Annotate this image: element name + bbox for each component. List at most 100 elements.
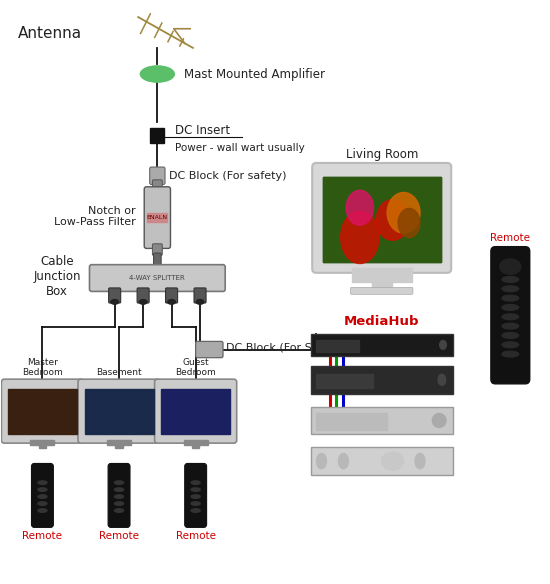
Bar bbox=[8, 389, 77, 434]
FancyBboxPatch shape bbox=[153, 253, 161, 265]
Bar bbox=[184, 440, 208, 445]
Bar bbox=[107, 440, 131, 445]
Ellipse shape bbox=[38, 481, 47, 484]
Ellipse shape bbox=[114, 502, 124, 505]
Text: MediaHub: MediaHub bbox=[344, 315, 420, 328]
Ellipse shape bbox=[111, 300, 118, 304]
Bar bbox=[30, 440, 54, 445]
Ellipse shape bbox=[502, 342, 519, 347]
Text: Remote: Remote bbox=[23, 531, 63, 541]
Text: Remote: Remote bbox=[175, 531, 216, 541]
FancyBboxPatch shape bbox=[31, 464, 53, 527]
Text: Cable
Junction
Box: Cable Junction Box bbox=[33, 255, 81, 298]
Bar bbox=[311, 366, 453, 394]
Ellipse shape bbox=[502, 323, 519, 329]
Bar bbox=[316, 374, 373, 388]
Text: Guest
Bedroom: Guest Bedroom bbox=[175, 358, 216, 377]
Bar bbox=[323, 178, 441, 262]
Ellipse shape bbox=[387, 193, 420, 233]
Text: Antenna: Antenna bbox=[18, 26, 82, 41]
Ellipse shape bbox=[114, 488, 124, 491]
Ellipse shape bbox=[438, 374, 446, 385]
Ellipse shape bbox=[38, 488, 47, 491]
FancyBboxPatch shape bbox=[90, 265, 225, 291]
Ellipse shape bbox=[432, 413, 446, 427]
Ellipse shape bbox=[38, 495, 47, 498]
Ellipse shape bbox=[114, 495, 124, 498]
Text: DC Insert: DC Insert bbox=[175, 124, 230, 137]
Text: Notch or
Low-Pass Filter: Notch or Low-Pass Filter bbox=[54, 206, 135, 227]
Bar bbox=[161, 389, 230, 434]
FancyBboxPatch shape bbox=[152, 244, 162, 255]
Ellipse shape bbox=[415, 453, 425, 469]
Ellipse shape bbox=[398, 208, 420, 238]
Ellipse shape bbox=[191, 481, 200, 484]
Text: Master
Bedroom: Master Bedroom bbox=[22, 358, 63, 377]
Bar bbox=[316, 340, 359, 352]
Ellipse shape bbox=[382, 452, 404, 470]
Ellipse shape bbox=[439, 340, 446, 349]
Text: Power - wall wart usually: Power - wall wart usually bbox=[175, 143, 305, 153]
FancyBboxPatch shape bbox=[155, 379, 236, 443]
FancyBboxPatch shape bbox=[2, 379, 84, 443]
FancyBboxPatch shape bbox=[350, 287, 413, 294]
FancyBboxPatch shape bbox=[78, 379, 160, 443]
Bar bbox=[85, 389, 153, 434]
FancyBboxPatch shape bbox=[196, 342, 223, 357]
FancyBboxPatch shape bbox=[144, 187, 170, 248]
Bar bbox=[150, 127, 164, 142]
FancyBboxPatch shape bbox=[108, 464, 130, 527]
Text: Remote: Remote bbox=[99, 531, 139, 541]
Ellipse shape bbox=[168, 300, 175, 304]
Ellipse shape bbox=[338, 453, 348, 469]
Ellipse shape bbox=[191, 509, 200, 512]
Text: DC Block (For safety): DC Block (For safety) bbox=[169, 171, 287, 181]
Ellipse shape bbox=[500, 259, 521, 274]
Ellipse shape bbox=[38, 502, 47, 505]
Bar bbox=[115, 444, 123, 449]
Bar bbox=[311, 334, 453, 356]
Ellipse shape bbox=[140, 66, 174, 82]
Bar bbox=[372, 280, 392, 290]
Bar bbox=[323, 178, 441, 262]
Ellipse shape bbox=[376, 200, 409, 240]
Ellipse shape bbox=[114, 509, 124, 512]
Text: Living Room: Living Room bbox=[345, 148, 418, 161]
FancyBboxPatch shape bbox=[185, 464, 207, 527]
FancyBboxPatch shape bbox=[109, 288, 120, 303]
Ellipse shape bbox=[502, 314, 519, 319]
Bar bbox=[311, 447, 453, 475]
Bar bbox=[147, 213, 167, 223]
Ellipse shape bbox=[38, 509, 47, 512]
FancyBboxPatch shape bbox=[150, 167, 165, 185]
Bar bbox=[39, 444, 46, 449]
Text: 4-WAY SPLITTER: 4-WAY SPLITTER bbox=[129, 275, 185, 281]
Ellipse shape bbox=[502, 332, 519, 338]
Ellipse shape bbox=[346, 190, 373, 225]
FancyBboxPatch shape bbox=[194, 288, 206, 303]
Ellipse shape bbox=[502, 286, 519, 291]
Ellipse shape bbox=[139, 300, 147, 304]
Ellipse shape bbox=[502, 351, 519, 357]
FancyBboxPatch shape bbox=[166, 288, 178, 303]
Ellipse shape bbox=[502, 305, 519, 310]
Ellipse shape bbox=[114, 481, 124, 484]
FancyBboxPatch shape bbox=[491, 246, 530, 384]
Text: Mast Mounted Amplifier: Mast Mounted Amplifier bbox=[184, 68, 324, 81]
Bar bbox=[351, 267, 412, 281]
Ellipse shape bbox=[191, 502, 200, 505]
Text: DC Block (For Safety): DC Block (For Safety) bbox=[226, 343, 345, 353]
Ellipse shape bbox=[502, 296, 519, 301]
Ellipse shape bbox=[502, 277, 519, 282]
Ellipse shape bbox=[317, 453, 327, 469]
Text: Basement: Basement bbox=[96, 369, 142, 377]
FancyBboxPatch shape bbox=[137, 288, 149, 303]
FancyBboxPatch shape bbox=[152, 180, 162, 190]
Ellipse shape bbox=[340, 211, 379, 263]
Bar bbox=[192, 444, 200, 449]
Ellipse shape bbox=[191, 495, 200, 498]
Ellipse shape bbox=[191, 488, 200, 491]
Ellipse shape bbox=[196, 300, 204, 304]
Bar bbox=[316, 413, 387, 430]
FancyBboxPatch shape bbox=[312, 163, 451, 273]
